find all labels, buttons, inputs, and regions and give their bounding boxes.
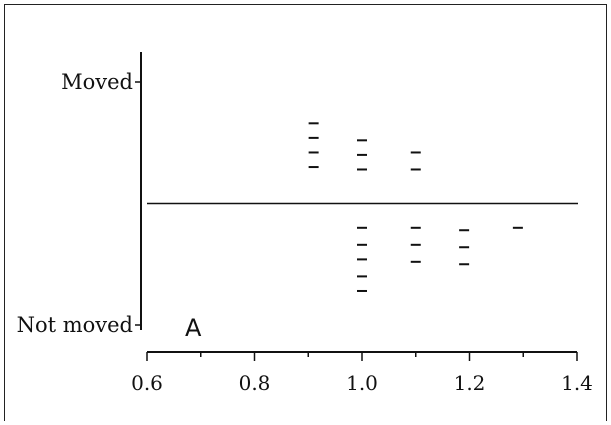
panel-label: A — [185, 314, 202, 342]
y-label-moved: Moved — [61, 70, 133, 94]
x-tick-label: 0.8 — [239, 371, 271, 395]
x-tick-label: 1.0 — [346, 371, 378, 395]
data-marks — [308, 122, 523, 292]
figure-frame — [4, 4, 607, 421]
x-tick-label: 1.4 — [561, 371, 593, 395]
x-ticks: 0.6 0.8 1.0 1.2 1.4 — [131, 352, 593, 395]
x-tick-label: 0.6 — [131, 371, 163, 395]
x-tick-label: 1.2 — [454, 371, 486, 395]
y-label-not-moved: Not moved — [17, 313, 133, 337]
